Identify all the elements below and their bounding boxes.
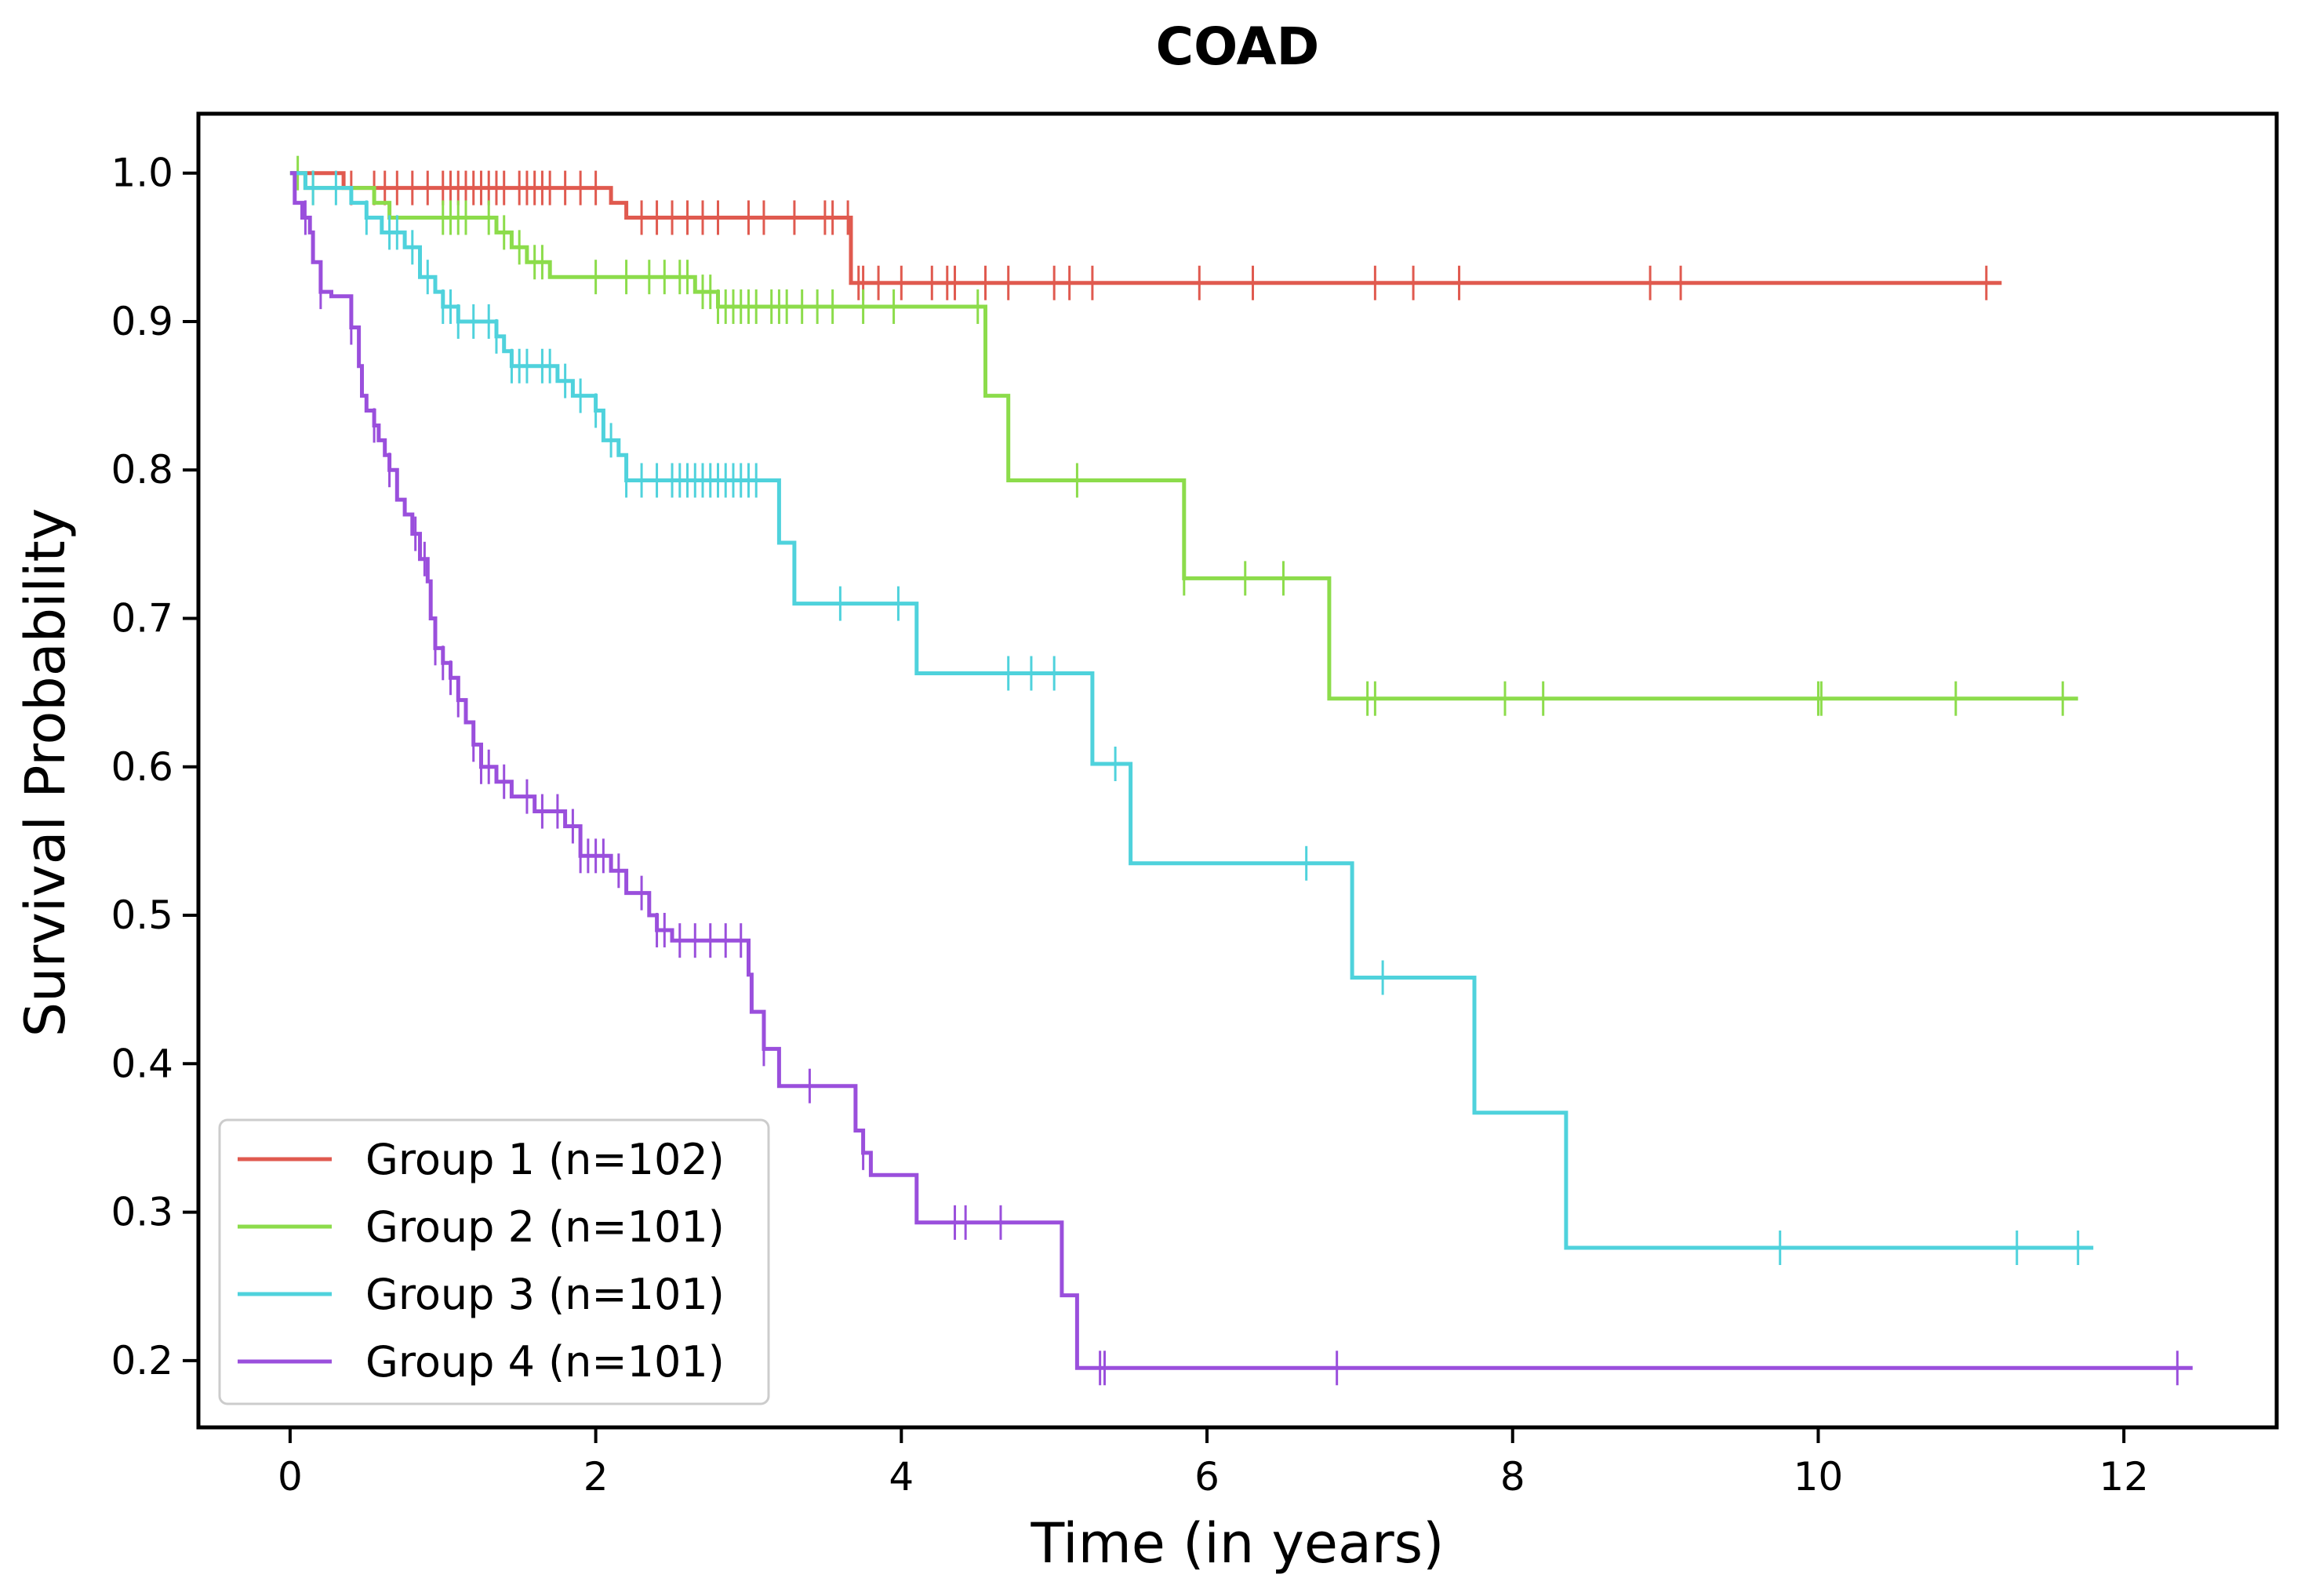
legend: Group 1 (n=102) Group 2 (n=101) Group 3 (n… [218, 1118, 770, 1405]
survival-curve-line [289, 171, 2002, 285]
y-tick-label: 0.7 [111, 596, 173, 642]
x-tick-label: 6 [1194, 1454, 1220, 1500]
y-tick-label: 0.5 [111, 893, 173, 938]
plot-frame [196, 111, 2279, 1430]
series-1 [289, 170, 2002, 300]
y-axis-label: Survival Probability [13, 508, 78, 1038]
survival-curve-line [289, 171, 2094, 1250]
y-axis: 0.2 0.3 0.4 0.5 0.6 0.7 0.8 0.9 1.0 [111, 151, 198, 1383]
y-tick-label: 0.8 [111, 447, 173, 493]
series-2 [289, 155, 2078, 716]
y-tick-label: 0.3 [111, 1190, 173, 1235]
y-tick-label: 0.9 [111, 299, 173, 344]
legend-label: Group 1 (n=102) [365, 1135, 725, 1184]
legend-label: Group 4 (n=101) [365, 1337, 725, 1387]
x-tick-label: 0 [278, 1454, 303, 1500]
y-tick-label: 1.0 [111, 151, 173, 196]
x-tick-label: 12 [2099, 1454, 2149, 1500]
legend-box [218, 1118, 770, 1405]
survival-curve-line [289, 171, 2078, 701]
x-tick-label: 2 [583, 1454, 609, 1500]
legend-label: Group 3 (n=101) [365, 1270, 725, 1319]
chart-title: COAD [1156, 16, 1320, 77]
series-3 [289, 170, 2094, 1265]
x-axis-label: Time (in years) [1031, 1511, 1445, 1576]
plot-series [289, 155, 2193, 1386]
y-tick-label: 0.4 [111, 1041, 173, 1086]
x-axis: 0 2 4 6 8 10 12 [278, 1427, 2149, 1500]
x-tick-label: 8 [1500, 1454, 1525, 1500]
y-tick-label: 0.2 [111, 1338, 173, 1383]
x-tick-label: 10 [1794, 1454, 1844, 1500]
x-tick-label: 4 [889, 1454, 914, 1500]
y-tick-label: 0.6 [111, 744, 173, 790]
series-4 [289, 171, 2193, 1386]
legend-label: Group 2 (n=101) [365, 1202, 725, 1252]
